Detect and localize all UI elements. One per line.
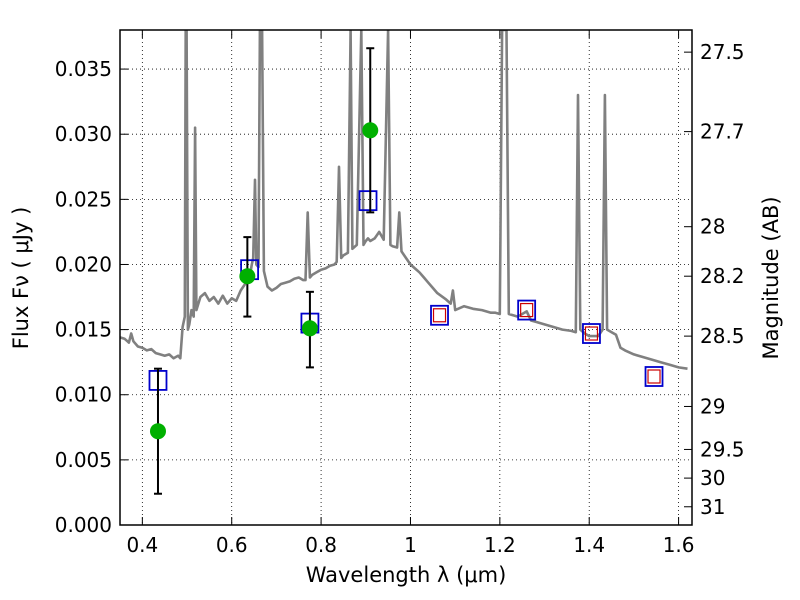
model-photometry-blue-square bbox=[358, 190, 378, 212]
model-photometry-blue-square bbox=[430, 304, 449, 326]
y-tick-label: 0.010 bbox=[55, 383, 112, 407]
y-axis: 0.000 0.005 0.010 0.015 0.020 0.025 0.030 0.035 bbox=[55, 57, 128, 537]
x-tick-label: 0.8 bbox=[305, 533, 337, 557]
y-tick-label: 0.005 bbox=[55, 448, 112, 472]
observed-flux-point bbox=[362, 122, 379, 139]
x-tick-label: 1.4 bbox=[573, 533, 605, 557]
y2-axis: 27.5 27.7 28 28.2 28.5 29 29.5 30 31 bbox=[684, 40, 745, 519]
axes-frame bbox=[119, 29, 693, 526]
y2-tick-label: 28.2 bbox=[700, 264, 745, 288]
observed-flux-point bbox=[301, 320, 318, 337]
y2-axis-label: Magnitude (AB) bbox=[759, 196, 783, 359]
model-photometry-blue-square bbox=[517, 299, 537, 321]
y-tick-label: 0.035 bbox=[55, 57, 112, 81]
plot-area bbox=[120, 30, 688, 495]
y2-tick-label: 31 bbox=[700, 495, 725, 519]
model-photometry-red-square bbox=[520, 302, 534, 318]
model-spectrum-line bbox=[120, 30, 688, 370]
y2-tick-label: 27.7 bbox=[700, 120, 745, 144]
y-axis-label: Flux Fν ( μJy ) bbox=[9, 207, 33, 350]
y2-tick-label: 27.5 bbox=[700, 40, 745, 64]
x-tick-label: 1.6 bbox=[663, 533, 695, 557]
y-tick-label: 0.020 bbox=[55, 252, 112, 276]
y2-tick-label: 29.5 bbox=[700, 437, 745, 461]
x-tick-label: 1 bbox=[404, 533, 417, 557]
y2-tick-label: 28 bbox=[700, 215, 725, 239]
observed-flux-point bbox=[239, 268, 256, 285]
y-tick-label: 0.000 bbox=[55, 513, 112, 537]
y-tick-label: 0.030 bbox=[55, 122, 112, 146]
model-photometry-red-square bbox=[584, 326, 599, 341]
x-tick-label: 1.2 bbox=[484, 533, 516, 557]
x-tick-label: 0.4 bbox=[126, 533, 158, 557]
observed-flux-point bbox=[149, 423, 166, 440]
x-axis-label: Wavelength λ (μm) bbox=[306, 563, 507, 587]
y2-tick-label: 30 bbox=[700, 466, 725, 490]
model-photometry-blue-square bbox=[582, 323, 601, 344]
y2-tick-label: 29 bbox=[700, 394, 725, 418]
model-photometry-blue-square bbox=[644, 366, 664, 387]
model-photometry-red-square bbox=[647, 369, 661, 384]
y2-tick-label: 28.5 bbox=[700, 324, 745, 348]
model-photometry-red-square bbox=[432, 308, 447, 323]
x-axis: 0.4 0.6 0.8 1 1.2 1.4 1.6 bbox=[126, 30, 695, 557]
x-tick-label: 0.6 bbox=[216, 533, 248, 557]
y-tick-label: 0.025 bbox=[55, 187, 112, 211]
y-tick-label: 0.015 bbox=[55, 318, 112, 342]
